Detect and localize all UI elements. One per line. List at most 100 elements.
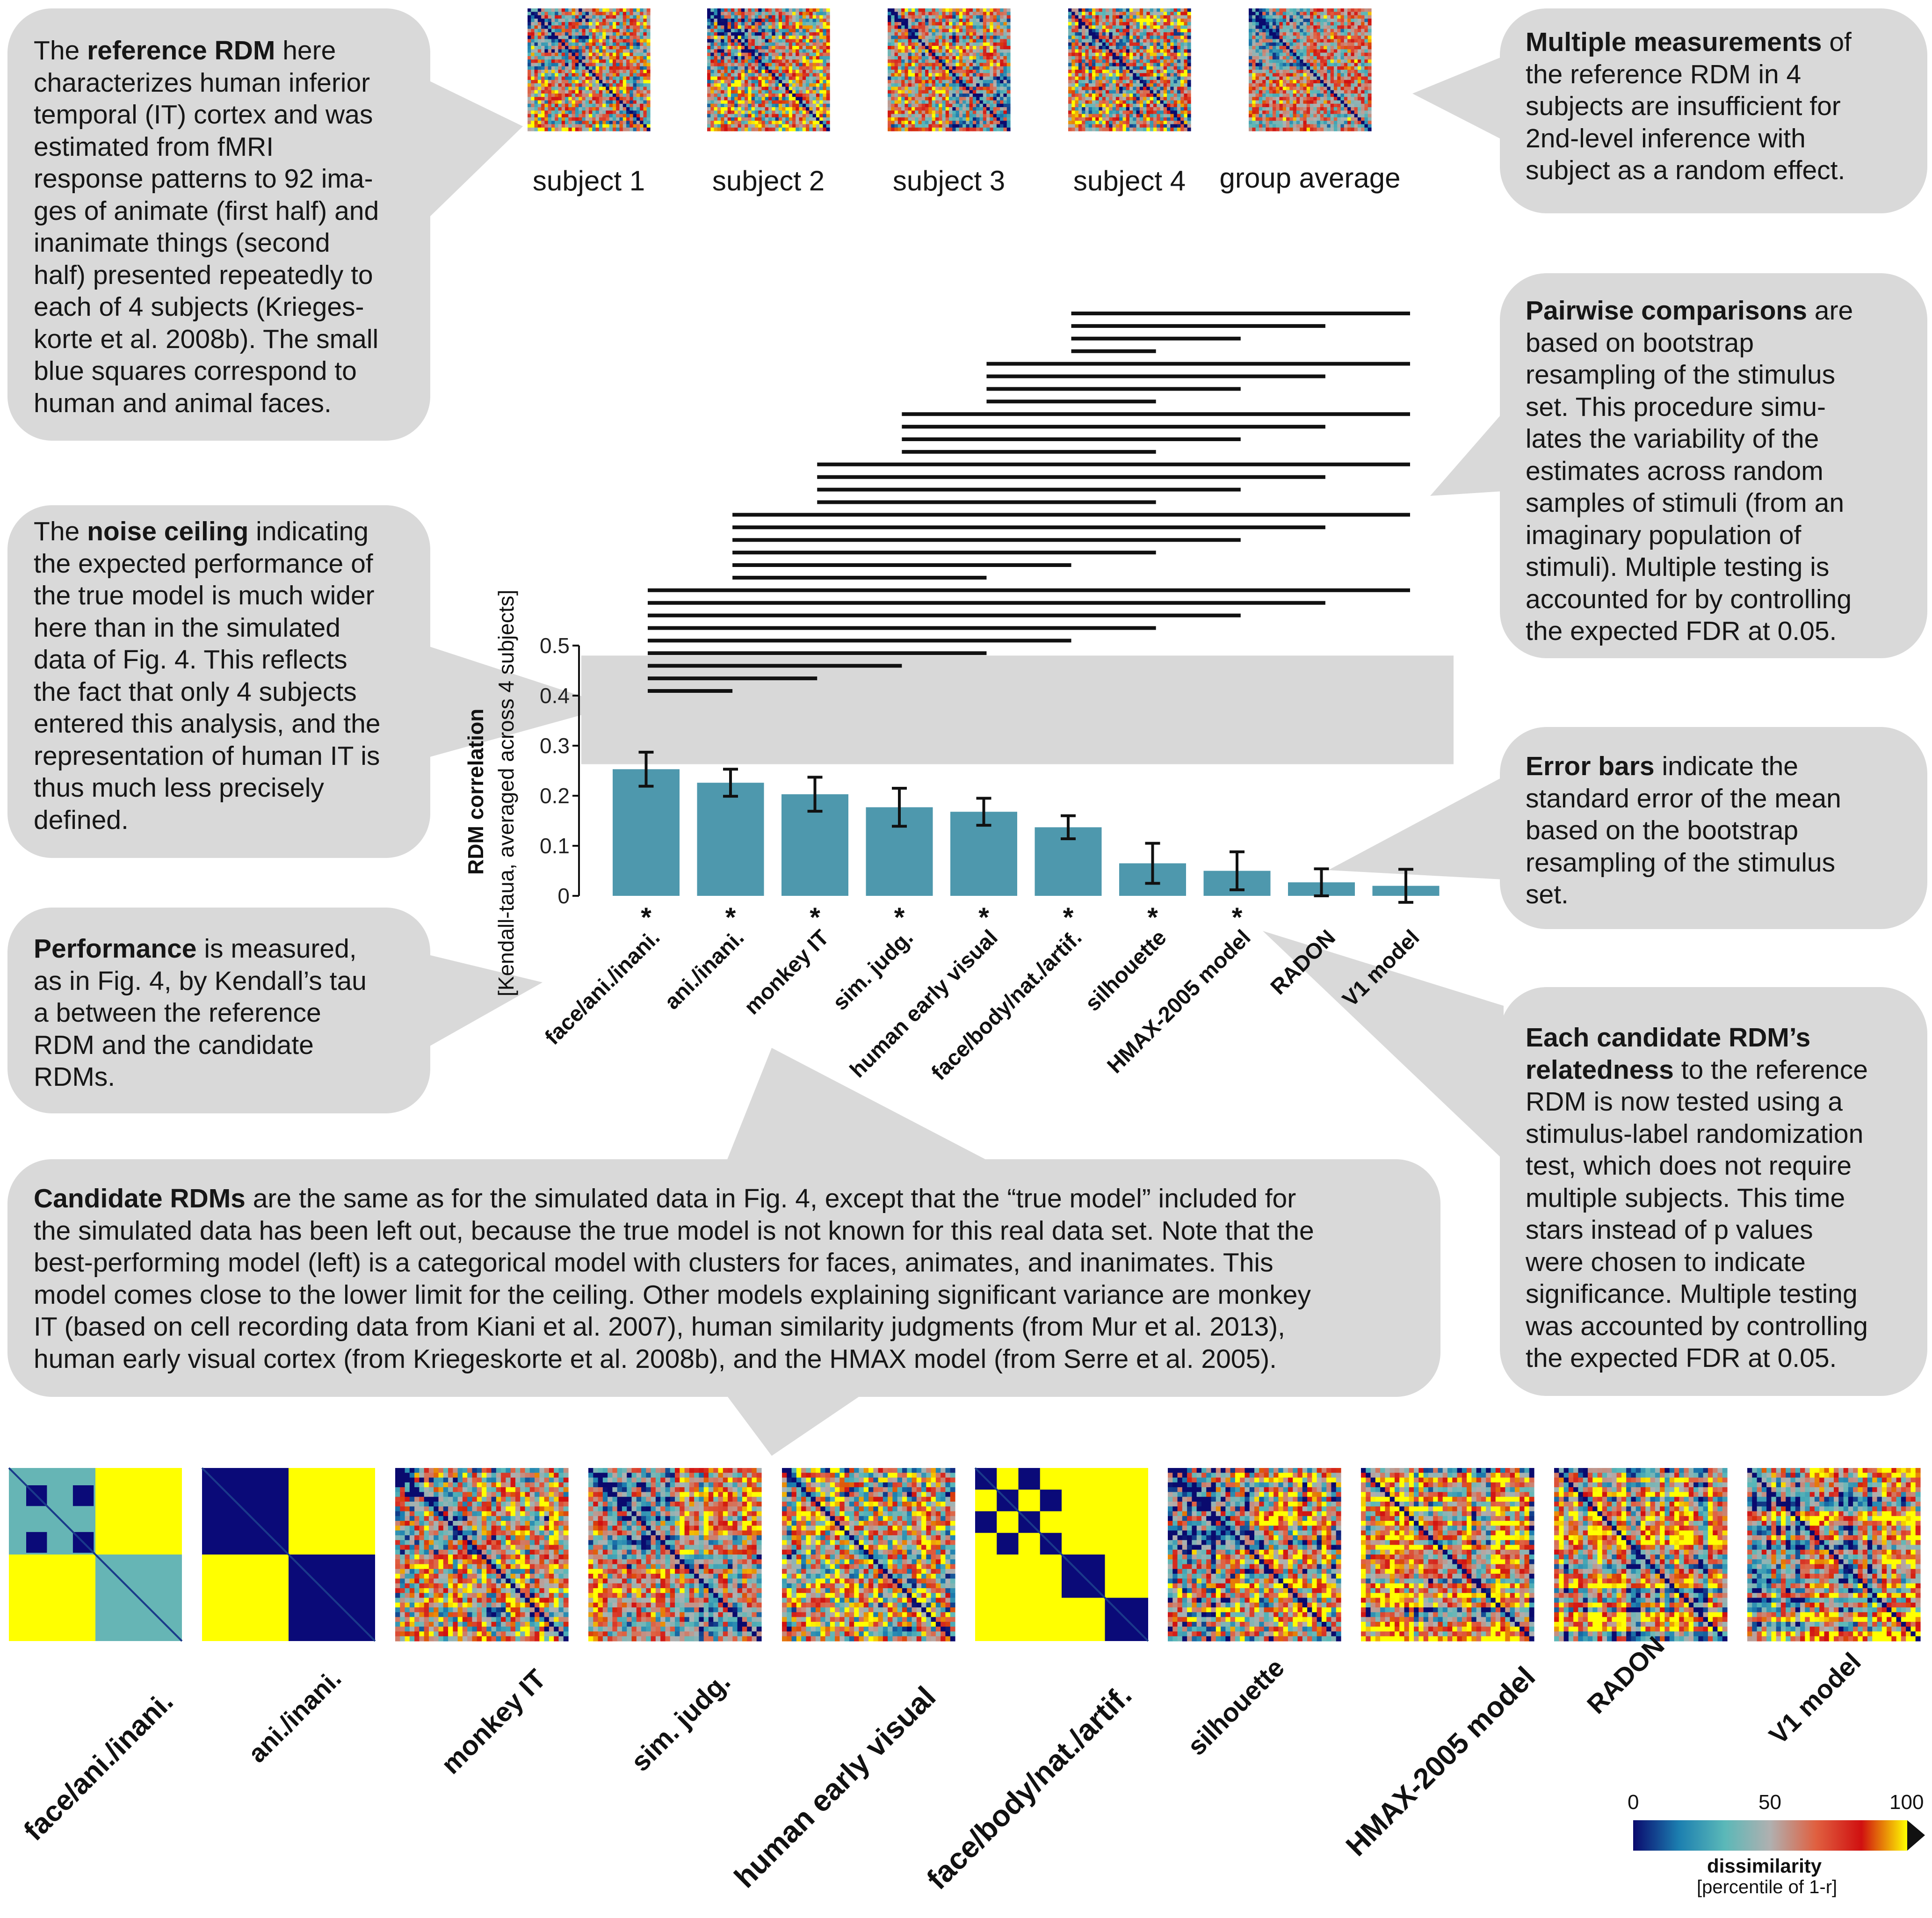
callout-reference-line: characterizes human inferior: [34, 67, 370, 98]
callout-noise-line: representation of human IT is: [34, 741, 380, 771]
significance-star: *: [641, 902, 651, 933]
callout-multiple-text: Multiple measurements of the reference RD…: [1526, 26, 1852, 187]
callout-each-bubble: [1500, 987, 1927, 1396]
y-axis-label: RDM correlation: [463, 708, 488, 875]
subject-rdm-1: [528, 8, 651, 131]
colorbar-label: dissimilarity: [1707, 1855, 1822, 1877]
error-bar: [1230, 850, 1245, 892]
subject-label: group average: [1219, 162, 1401, 194]
error-bar: [723, 768, 738, 798]
callout-pairwise-line: Pairwise comparisons are: [1526, 296, 1853, 326]
callout-errorbars-text: Error bars indicate the standard error of…: [1526, 750, 1841, 911]
y-tick-label: 0.1: [540, 834, 570, 858]
callout-pairwise-line: the expected FDR at 0.05.: [1526, 616, 1837, 646]
callout-multiple-line: the reference RDM in 4: [1526, 59, 1802, 89]
callout-each-line: Each candidate RDM’s: [1526, 1022, 1868, 1054]
candidate-rdm-sim-judg: [588, 1468, 762, 1642]
callout-pairwise-line: estimates across random: [1526, 456, 1823, 486]
error-bar: [892, 786, 907, 828]
candidate-rdm-silhouette: [1168, 1468, 1341, 1642]
callout-multiple-line: subjects are insufficient for: [1526, 91, 1841, 121]
callout-multiple-bubble: [1500, 8, 1927, 213]
colorbar-tick-label: 0: [1628, 1791, 1639, 1814]
callout-reference-pointer: [427, 80, 523, 220]
subject-label: subject 4: [1073, 165, 1186, 196]
subject-label: subject 3: [892, 165, 1006, 196]
callout-noise-line: defined.: [34, 805, 129, 835]
y-tick-label: 0.3: [540, 734, 570, 758]
callout-reference-line: half) presented repeatedly to: [34, 260, 373, 290]
callout-pairwise-pointer: [1430, 412, 1504, 496]
y-tick-label: 0.4: [540, 683, 570, 708]
callout-noise-pointer: [427, 646, 613, 758]
callout-reference-line: human and animal faces.: [34, 388, 332, 418]
callout-candidate-line: IT (based on cell recording data from Ki…: [34, 1312, 1285, 1342]
callout-each-text: Each candidate RDM’s relatedness to the r…: [1526, 1022, 1868, 1374]
callout-each-line: significance. Multiple testing: [1526, 1279, 1858, 1309]
callout-performance-bubble: [7, 908, 430, 1113]
noise-ceiling: [581, 655, 1454, 764]
colorbar-tick-label: 100: [1889, 1791, 1924, 1814]
subject-rdm-5: [1249, 8, 1372, 131]
callout-candidate-text: Candidate RDMs are the same as for the s…: [34, 1183, 1314, 1375]
callout-performance-line: RDM and the candidate: [34, 1030, 314, 1060]
callout-candidate-bold: Candidate RDMs: [34, 1184, 246, 1213]
callout-each-line: test, which does not require: [1526, 1151, 1852, 1181]
rdm-matrices: [8, 8, 1921, 1642]
error-bar: [807, 776, 823, 813]
callout-pairwise-line: resampling of the stimulus: [1526, 360, 1836, 390]
callout-candidate-line: human early visual cortex (from Kriegesk…: [34, 1344, 1277, 1374]
callout-multiple-pointer: [1412, 56, 1504, 140]
callout-noise-line: the true model is much wider: [34, 581, 375, 610]
significance-star: *: [1231, 902, 1243, 933]
callout-multiple-bold: Multiple measurements: [1526, 27, 1822, 57]
callout-errorbars-line: based on the bootstrap: [1526, 815, 1799, 845]
callout-reference-line: ges of animate (first half) and: [34, 196, 379, 226]
y-tick-label: 0.5: [540, 633, 570, 658]
callout-multiple-line: Multiple measurements of: [1526, 27, 1852, 57]
callout-errorbars-bold: Error bars: [1526, 751, 1655, 781]
callout-pairwise-text: Pairwise comparisons are based on bootstr…: [1526, 295, 1853, 647]
callout-errorbars-line: resampling of the stimulus: [1526, 847, 1836, 878]
callout-performance-line: a between the reference: [34, 998, 321, 1028]
candidate-rdm-v1: [1747, 1468, 1921, 1642]
bar: [613, 769, 680, 896]
candidate-rdm-face-body-nat-artif: [974, 1467, 1149, 1642]
callout-each-line: stimulus-label randomization: [1526, 1119, 1864, 1149]
callout-reference-line: The reference RDM here: [34, 36, 336, 65]
callout-noise-line: the fact that only 4 subjects: [34, 676, 357, 707]
callout-candidate-line: Candidate RDMs are the same as for the s…: [34, 1184, 1296, 1213]
callout-candidate-bubble: [7, 1159, 1440, 1397]
y-tick-label: 0: [557, 884, 570, 908]
callout-errorbars-bubble: [1500, 727, 1927, 929]
significance-star: *: [978, 902, 989, 933]
subject-label: subject 2: [712, 165, 825, 196]
callout-multiple-line: subject as a random effect.: [1526, 155, 1845, 185]
significance-star: *: [725, 902, 736, 933]
callout-reference-line: temporal (IT) cortex and was: [34, 100, 373, 130]
error-bar: [1061, 814, 1076, 841]
y-axis: [572, 645, 580, 897]
colorbar-sublabel: [percentile of 1-r]: [1697, 1877, 1838, 1897]
callout-each-line: the expected FDR at 0.05.: [1526, 1343, 1837, 1373]
callout-pairwise-line: lates the variability of the: [1526, 424, 1819, 454]
callout-reference-bubble: [7, 8, 430, 441]
callout-performance-pointer: [427, 954, 543, 1048]
callout-candidate-line: model comes close to the lower limit for…: [34, 1279, 1311, 1310]
callout-each-line: relatedness to the reference: [1526, 1054, 1868, 1085]
callout-candidate-pointer-down: [725, 1393, 864, 1456]
callout-reference-bold: reference RDM: [87, 36, 275, 65]
error-bar: [638, 750, 654, 788]
colorbar: [1633, 1820, 1925, 1851]
callout-candidate-line: best-performing model (left) is a catego…: [34, 1248, 1274, 1278]
candidate-rdm-face-ani-inani: [8, 1467, 183, 1642]
y-tick-label: 0.2: [540, 784, 570, 808]
colorbar-tick-label: 50: [1758, 1791, 1781, 1814]
callout-each-line: RDM is now tested using a: [1526, 1087, 1843, 1117]
callout-multiple-line: 2nd-level inference with: [1526, 123, 1806, 153]
callout-reference-line: inanimate things (second: [34, 228, 330, 258]
callout-candidate-pointer-up: [726, 1048, 992, 1163]
significance-star: *: [894, 902, 905, 933]
callout-noise-line: data of Fig. 4. This reflects: [34, 645, 347, 675]
